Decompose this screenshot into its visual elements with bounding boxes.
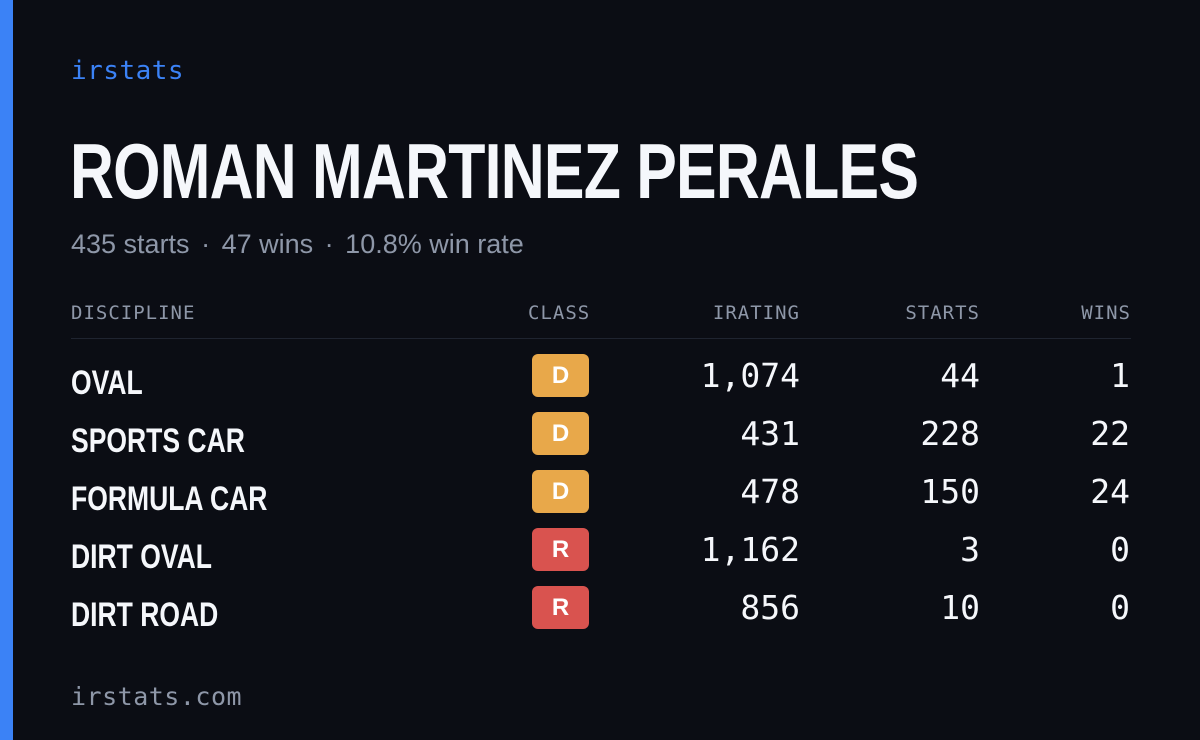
header-discipline: DISCIPLINE: [71, 302, 196, 324]
driver-summary: 435 starts · 47 wins · 10.8% win rate: [71, 229, 524, 260]
license-class-badge: R: [532, 586, 589, 629]
table-row: OVAL D 1,074 44 1: [71, 354, 1131, 412]
stats-table-header: DISCIPLINE CLASS IRATING STARTS WINS: [71, 300, 1131, 339]
header-class: CLASS: [528, 302, 591, 324]
brand-logo-text: irstats: [71, 56, 185, 86]
irating-value: 478: [740, 472, 800, 511]
table-row: FORMULA CAR D 478 150 24: [71, 470, 1131, 528]
discipline-name: DIRT OVAL: [71, 538, 212, 576]
accent-bar: [0, 0, 13, 740]
wins-value: 1: [1110, 356, 1130, 395]
discipline-name: FORMULA CAR: [71, 480, 268, 518]
license-class-badge: D: [532, 354, 589, 397]
table-row: SPORTS CAR D 431 228 22: [71, 412, 1131, 470]
wins-value: 0: [1110, 530, 1130, 569]
irating-value: 1,074: [700, 356, 800, 395]
irating-value: 431: [740, 414, 800, 453]
summary-wins: 47 wins: [221, 229, 314, 259]
summary-win-rate: 10.8% win rate: [345, 229, 524, 259]
discipline-name: OVAL: [71, 364, 143, 402]
summary-starts: 435 starts: [71, 229, 190, 259]
wins-value: 24: [1090, 472, 1130, 511]
irating-value: 1,162: [700, 530, 800, 569]
starts-value: 150: [920, 472, 980, 511]
header-irating: IRATING: [712, 302, 800, 324]
discipline-name: SPORTS CAR: [71, 422, 245, 460]
wins-value: 0: [1110, 588, 1130, 627]
license-class-badge: D: [532, 412, 589, 455]
license-class-badge: R: [532, 528, 589, 571]
starts-value: 44: [940, 356, 980, 395]
header-wins: WINS: [1081, 302, 1131, 324]
starts-value: 10: [940, 588, 980, 627]
starts-value: 3: [960, 530, 980, 569]
discipline-name: DIRT ROAD: [71, 596, 219, 634]
irating-value: 856: [740, 588, 800, 627]
stats-table-body: OVAL D 1,074 44 1 SPORTS CAR D 431 228 2…: [71, 354, 1131, 644]
starts-value: 228: [920, 414, 980, 453]
summary-separator: ·: [201, 229, 211, 259]
table-row: DIRT OVAL R 1,162 3 0: [71, 528, 1131, 586]
wins-value: 22: [1090, 414, 1130, 453]
table-row: DIRT ROAD R 856 10 0: [71, 586, 1131, 644]
driver-name: ROMAN MARTINEZ PERALES: [70, 127, 919, 215]
header-starts: STARTS: [905, 302, 980, 324]
license-class-badge: D: [532, 470, 589, 513]
footer-url: irstats.com: [71, 682, 243, 711]
summary-separator: ·: [324, 229, 334, 259]
